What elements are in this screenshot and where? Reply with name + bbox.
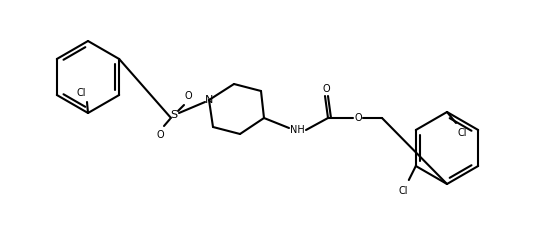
Text: Cl: Cl	[76, 88, 86, 98]
Text: S: S	[171, 110, 178, 120]
Text: O: O	[354, 113, 362, 123]
Text: Cl: Cl	[398, 186, 408, 196]
Text: NH: NH	[289, 125, 304, 135]
Text: O: O	[322, 84, 330, 94]
Text: Cl: Cl	[457, 128, 467, 138]
Text: O: O	[156, 130, 164, 140]
Text: O: O	[184, 91, 192, 101]
Text: N: N	[205, 95, 213, 105]
